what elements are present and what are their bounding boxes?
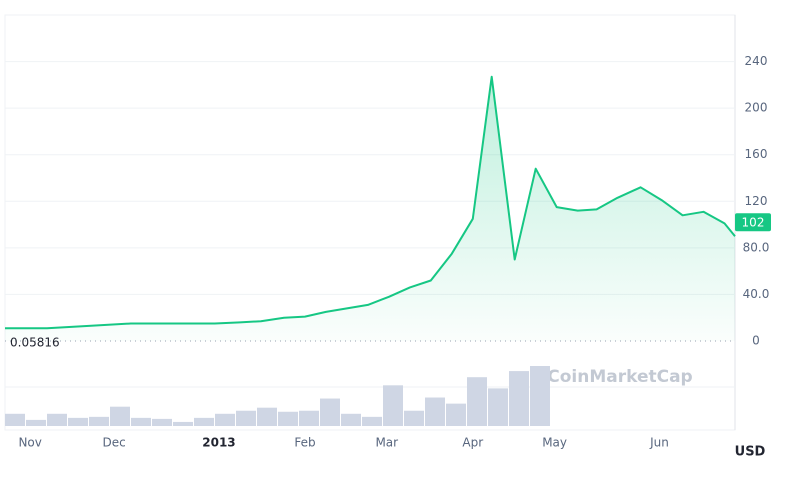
volume-bar [257, 407, 277, 426]
volume-bar [446, 403, 466, 426]
volume-bar [89, 416, 109, 426]
volume-bar [530, 366, 550, 426]
volume-bar [236, 410, 256, 426]
volume-bar [320, 398, 340, 426]
volume-bar [362, 416, 382, 426]
watermark: CoinMarketCap [547, 367, 692, 387]
volume-bar [299, 410, 319, 426]
x-tick-label: Feb [294, 436, 315, 450]
volume-bar [404, 410, 424, 426]
volume-bar [215, 413, 235, 426]
volume-bar [341, 413, 361, 426]
volume-bar [110, 406, 130, 426]
volume-bar [131, 417, 151, 426]
area [5, 76, 735, 341]
x-tick-label: Nov [18, 436, 41, 450]
price-tag: 102 [742, 216, 765, 230]
volume-bar [68, 417, 88, 426]
volume-bar [467, 377, 487, 426]
y-tick-label: 240 [745, 54, 768, 68]
price-line [5, 75, 736, 330]
volume-bar [173, 421, 193, 426]
y-tick-label: 120 [745, 194, 768, 208]
volume-bar [152, 418, 172, 426]
y-tick-label: 0 [752, 334, 760, 348]
volume-bar [509, 371, 529, 426]
x-tick-label: Mar [375, 436, 398, 450]
x-tick-label: Apr [462, 436, 483, 450]
volume-bar [47, 413, 67, 426]
volume-bar [278, 411, 298, 426]
currency-label: USD [735, 445, 766, 460]
volume-bar [383, 385, 403, 426]
volume-bar [5, 413, 25, 426]
x-tick-label: Dec [102, 436, 125, 450]
y-tick-label: 200 [745, 101, 768, 115]
x-tick-label: Jun [649, 436, 669, 450]
volume-bar [488, 388, 508, 426]
x-tick-label: May [542, 436, 567, 450]
x-tick-label: 2013 [202, 436, 235, 450]
volume-bar [425, 397, 445, 426]
volume-bar [194, 417, 214, 426]
volume-bar [26, 419, 46, 426]
price-tag-box [735, 213, 771, 232]
y-tick-label: 40.0 [743, 287, 770, 301]
y-tick-label: 160 [745, 147, 768, 161]
min-label: 0.05816 [10, 335, 60, 349]
y-tick-label: 80.0 [743, 240, 770, 254]
